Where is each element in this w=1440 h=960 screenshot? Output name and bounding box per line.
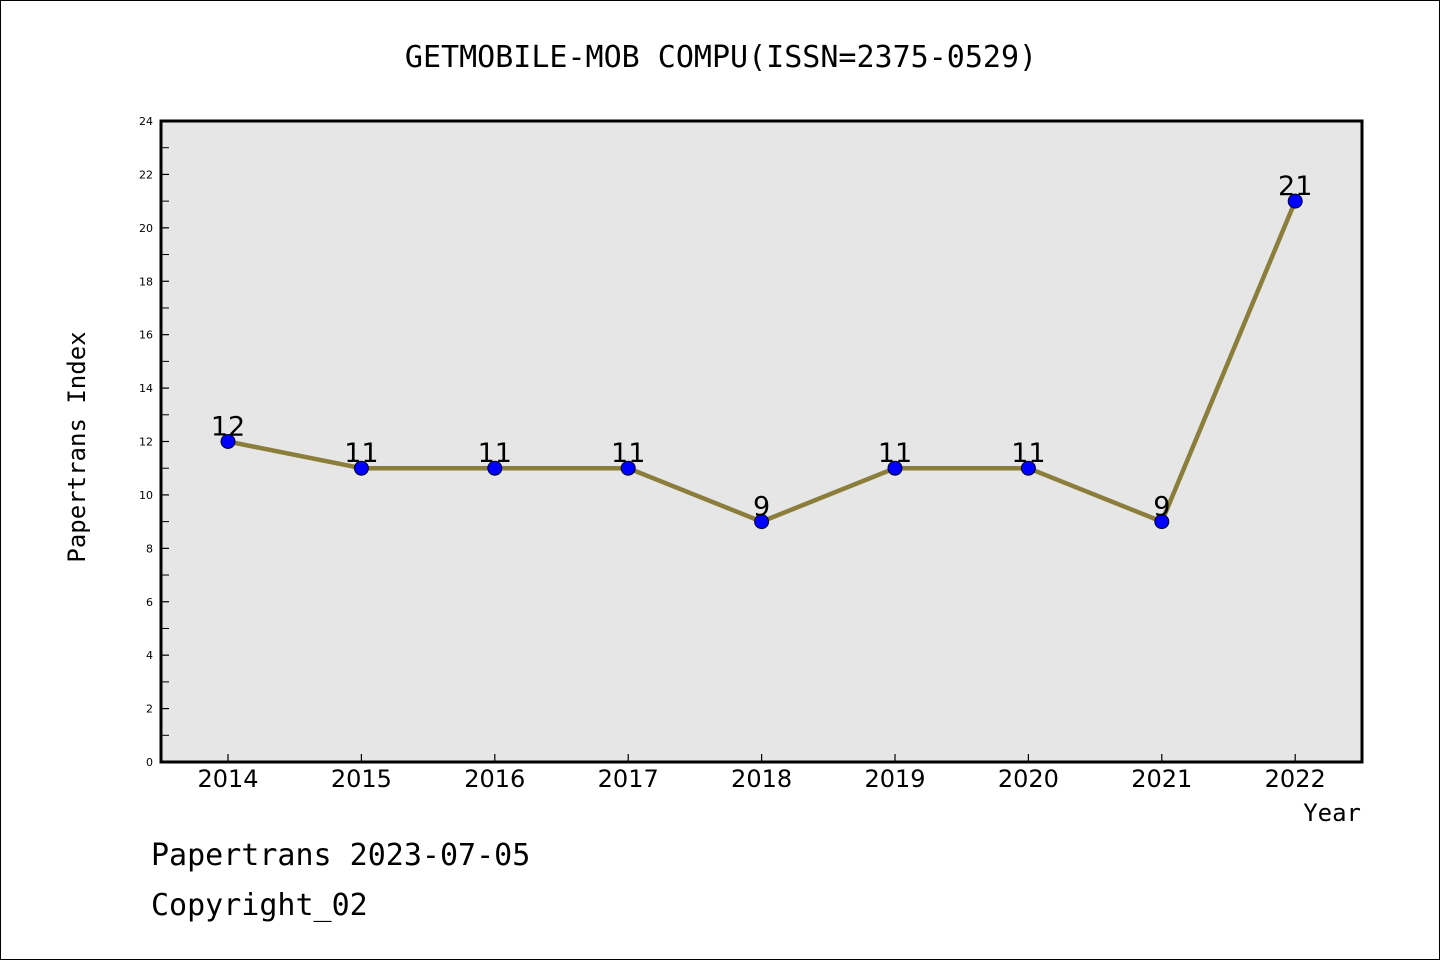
y-tick-label: 24 [139,115,153,128]
data-label-2015: 11 [344,438,378,469]
y-tick-label: 20 [139,222,153,235]
plot-frame [159,119,1364,764]
data-label-2018: 9 [753,492,770,523]
x-tick-label: 2015 [331,765,392,793]
data-label-2022: 21 [1278,171,1312,202]
y-tick-label: 12 [139,436,153,449]
x-tick-label: 2014 [197,765,258,793]
data-point-2021 [1154,514,1170,530]
x-tick-label: 2022 [1265,765,1326,793]
data-label-2021: 9 [1153,492,1170,523]
data-point-2022 [1287,193,1303,209]
y-tick-label: 6 [146,596,153,609]
data-point-2016 [487,460,503,476]
x-axis: 2014 2015 2016 2017 2018 2019 2020 2021 2022 [197,754,1326,793]
chart-title: GETMOBILE-MOB COMPU(ISSN=2375-0529) [405,40,1037,75]
data-label-2014: 12 [211,412,245,443]
series-markers [220,193,1303,530]
data-label-2016: 11 [478,438,512,469]
x-tick-label: 2018 [731,765,792,793]
data-label-2020: 11 [1011,438,1045,469]
footer-date: Papertrans 2023-07-05 [151,838,530,873]
x-tick-label: 2021 [1131,765,1192,793]
y-tick-label: 0 [146,756,153,769]
y-tick-label: 18 [139,275,153,288]
x-tick-label: 2020 [998,765,1059,793]
y-axis-label: Papertrans Index [63,331,91,562]
data-label-2017: 11 [611,438,645,469]
x-tick-label: 2016 [464,765,525,793]
footer-copyright: Copyright_02 [151,888,368,923]
data-point-2017 [620,460,636,476]
data-point-2020 [1020,460,1036,476]
data-labels: 12 11 11 11 9 11 11 9 21 [211,171,1313,523]
data-point-2014 [220,434,236,449]
x-tick-label: 2017 [598,765,659,793]
x-axis-label: Year [1303,799,1361,827]
data-label-2019: 11 [878,438,912,469]
y-tick-label: 22 [139,168,153,181]
y-tick-label: 16 [139,329,153,342]
data-point-2018 [754,514,770,530]
data-point-2015 [353,460,369,476]
y-tick-label: 2 [146,703,153,716]
plot-area [161,121,1362,762]
y-tick-label: 4 [146,649,153,662]
y-tick-label: 8 [146,542,153,555]
x-tick-label: 2019 [864,765,925,793]
y-tick-label: 14 [139,382,153,395]
y-tick-label: 10 [139,489,153,502]
data-point-2019 [887,460,903,476]
